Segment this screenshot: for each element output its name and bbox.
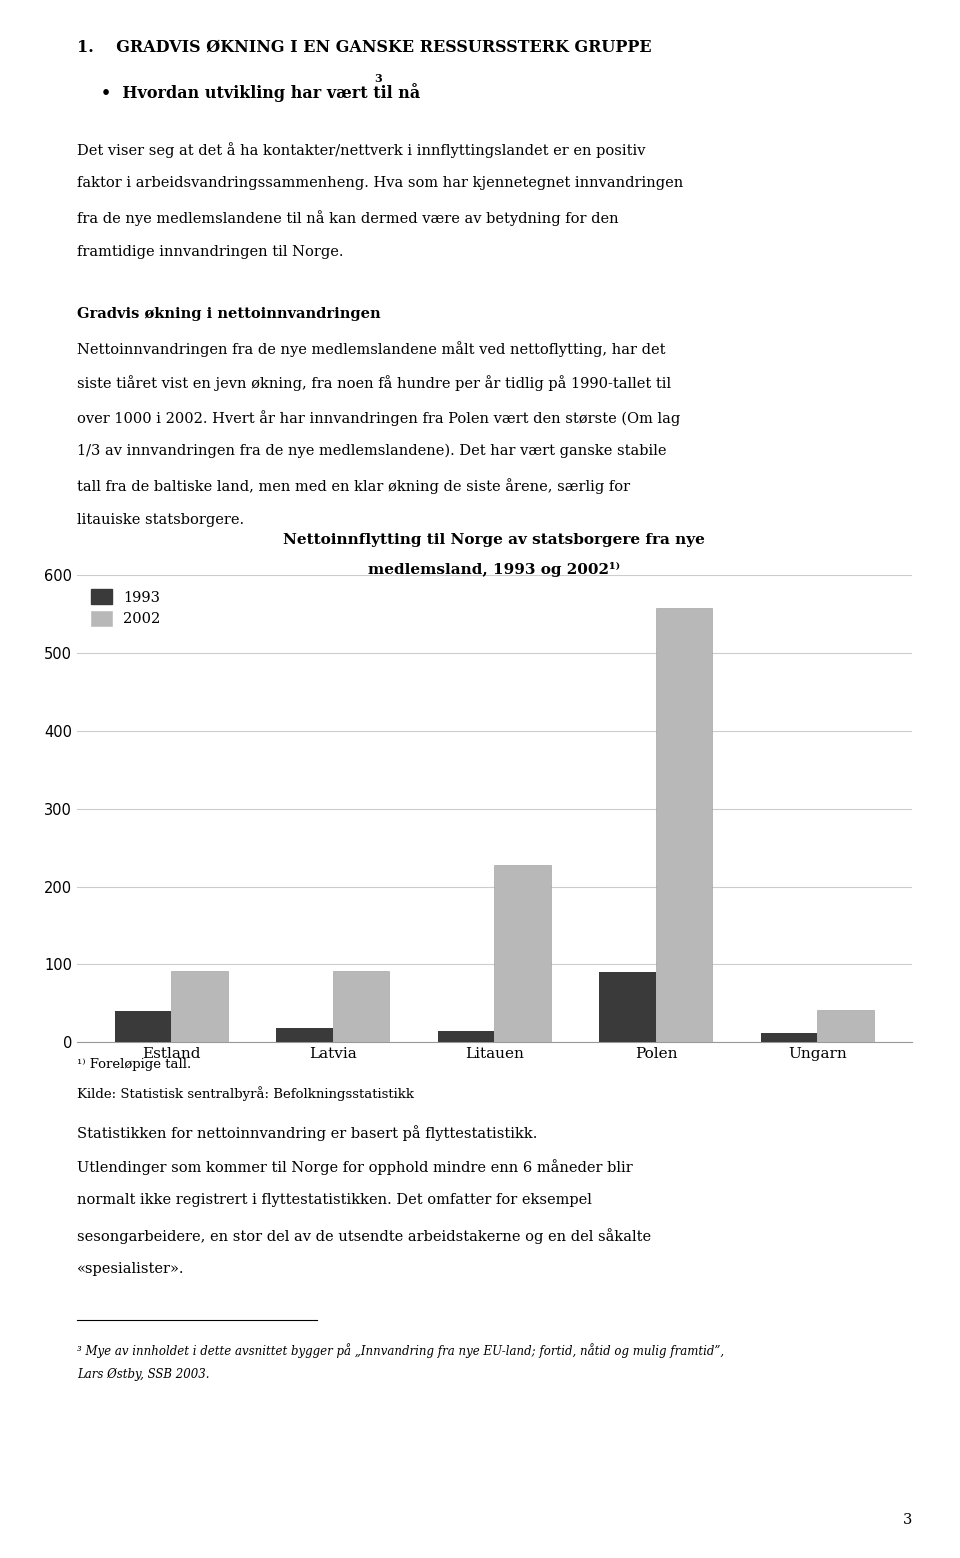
Text: normalt ikke registrert i flyttestatistikken. Det omfatter for eksempel: normalt ikke registrert i flyttestatisti…: [77, 1193, 591, 1207]
Bar: [818, 1010, 874, 1042]
Bar: [276, 1028, 333, 1042]
Bar: [333, 971, 390, 1042]
Bar: [115, 1011, 171, 1042]
Text: Gradvis økning i nettoinnvandringen: Gradvis økning i nettoinnvandringen: [77, 307, 380, 321]
Text: ³ Mye av innholdet i dette avsnittet bygger på „Innvandring fra nye EU-land; for: ³ Mye av innholdet i dette avsnittet byg…: [77, 1343, 724, 1359]
Text: Nettoinnflytting til Norge av statsborgere fra nye: Nettoinnflytting til Norge av statsborge…: [283, 533, 706, 547]
Text: «spesialister».: «spesialister».: [77, 1262, 184, 1276]
Text: sesongarbeidere, en stor del av de utsendte arbeidstakerne og en del såkalte: sesongarbeidere, en stor del av de utsen…: [77, 1228, 651, 1243]
Text: framtidige innvandringen til Norge.: framtidige innvandringen til Norge.: [77, 245, 344, 259]
Text: 1/3 av innvandringen fra de nye medlemslandene). Det har vært ganske stabile: 1/3 av innvandringen fra de nye medlemsl…: [77, 444, 666, 458]
Text: 3: 3: [374, 73, 382, 84]
Text: Lars Østby, SSB 2003.: Lars Østby, SSB 2003.: [77, 1368, 209, 1380]
Bar: [761, 1033, 818, 1042]
Text: Nettoinnvandringen fra de nye medlemslandene målt ved nettoflytting, har det: Nettoinnvandringen fra de nye medlemslan…: [77, 341, 665, 357]
Bar: [494, 865, 551, 1042]
Text: over 1000 i 2002. Hvert år har innvandringen fra Polen vært den største (Om lag: over 1000 i 2002. Hvert år har innvandri…: [77, 410, 680, 425]
Text: Utlendinger som kommer til Norge for opphold mindre enn 6 måneder blir: Utlendinger som kommer til Norge for opp…: [77, 1159, 633, 1175]
Text: Statistikken for nettoinnvandring er basert på flyttestatistikk.: Statistikken for nettoinnvandring er bas…: [77, 1125, 538, 1140]
Text: medlemsland, 1993 og 2002¹⁾: medlemsland, 1993 og 2002¹⁾: [369, 562, 620, 578]
Legend: 1993, 2002: 1993, 2002: [84, 583, 168, 634]
Bar: [599, 972, 656, 1042]
Text: 1.    GRADVIS ØKNING I EN GANSKE RESSURSSTERK GRUPPE: 1. GRADVIS ØKNING I EN GANSKE RESSURSSTE…: [77, 39, 652, 56]
Text: tall fra de baltiske land, men med en klar økning de siste årene, særlig for: tall fra de baltiske land, men med en kl…: [77, 478, 630, 494]
Text: ¹⁾ Foreløpige tall.: ¹⁾ Foreløpige tall.: [77, 1058, 191, 1070]
Text: fra de nye medlemslandene til nå kan dermed være av betydning for den: fra de nye medlemslandene til nå kan der…: [77, 210, 618, 226]
Text: •  Hvordan utvikling har vært til nå: • Hvordan utvikling har vært til nå: [101, 83, 420, 101]
Text: 3: 3: [902, 1513, 912, 1527]
Text: faktor i arbeidsvandringssammenheng. Hva som har kjennetegnet innvandringen: faktor i arbeidsvandringssammenheng. Hva…: [77, 176, 684, 190]
Text: siste tiåret vist en jevn økning, fra noen få hundre per år tidlig på 1990-talle: siste tiåret vist en jevn økning, fra no…: [77, 375, 671, 391]
Bar: [171, 971, 228, 1042]
Bar: [438, 1031, 494, 1042]
Text: Kilde: Statistisk sentralbyrå: Befolkningsstatistikk: Kilde: Statistisk sentralbyrå: Befolknin…: [77, 1086, 414, 1102]
Bar: [656, 609, 712, 1042]
Text: Det viser seg at det å ha kontakter/nettverk i innflyttingslandet er en positiv: Det viser seg at det å ha kontakter/nett…: [77, 142, 645, 157]
Text: litauiske statsborgere.: litauiske statsborgere.: [77, 513, 244, 527]
